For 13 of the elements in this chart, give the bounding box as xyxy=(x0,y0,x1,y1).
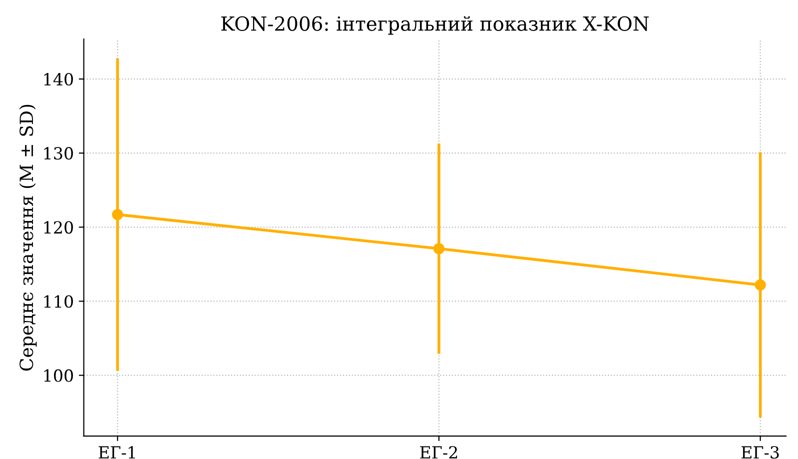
y-axis-title: Середнє значення (M ± SD) xyxy=(19,104,37,371)
point xyxy=(754,279,766,290)
y-tick-label: 120 xyxy=(44,221,73,234)
point xyxy=(433,243,444,254)
point xyxy=(112,209,124,220)
chart-title: KON-2006: інтегральний показник X-KON xyxy=(221,16,649,35)
x-tick-label: ЕГ-2 xyxy=(420,446,458,458)
y-tick-label: 100 xyxy=(44,369,73,382)
y-tick-label: 140 xyxy=(44,72,73,86)
x-tick-label: ЕГ-1 xyxy=(98,446,135,458)
y-tick-label: 130 xyxy=(44,147,73,160)
x-tick-label: ЕГ-3 xyxy=(742,446,779,459)
y-tick-label: 110 xyxy=(44,295,73,308)
